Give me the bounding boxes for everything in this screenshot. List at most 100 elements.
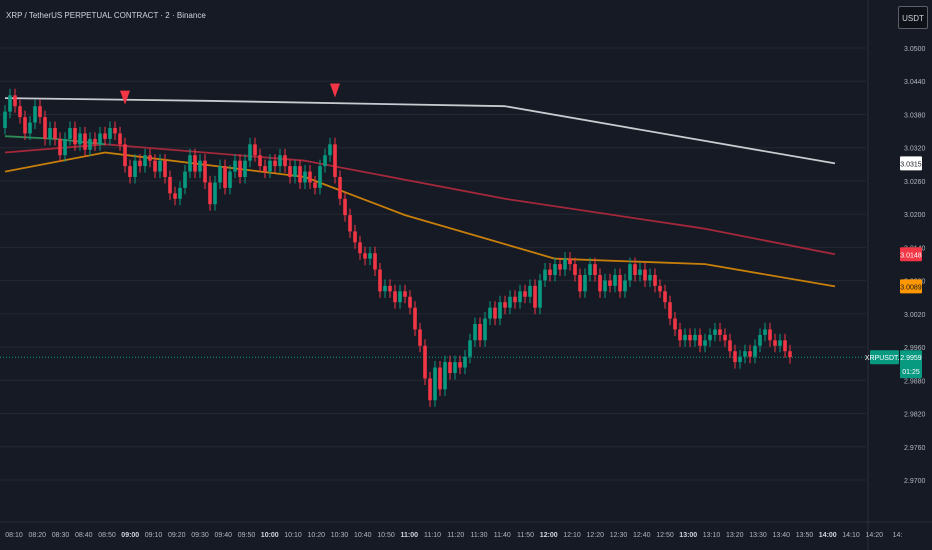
candle-body — [308, 171, 312, 183]
symbol-tag-label: XRPUSDT.P — [865, 355, 905, 362]
candle-body — [568, 258, 572, 265]
y-tick-label: 3.0260 — [904, 179, 926, 186]
candle-body — [468, 340, 472, 357]
candle-body — [303, 171, 307, 183]
symbol-tag — [870, 350, 899, 365]
candle-body — [373, 253, 377, 270]
candle-body — [238, 160, 242, 177]
candle-body — [603, 280, 607, 292]
candle-body — [733, 351, 737, 363]
candle-body — [288, 166, 292, 177]
x-tick-label: 09:40 — [214, 532, 232, 539]
x-tick-label: 12:10 — [563, 532, 581, 539]
candle-body — [528, 285, 532, 297]
y-tick-label: 2.9820 — [904, 412, 926, 419]
moving-average-line — [4, 97, 836, 165]
candle-body — [123, 144, 127, 167]
x-tick-label: 09:50 — [238, 532, 256, 539]
x-tick-label: 10:50 — [377, 532, 395, 539]
candle-body — [128, 166, 132, 177]
candle-body — [508, 296, 512, 308]
candle-body — [193, 155, 197, 172]
candle-body — [208, 182, 212, 205]
candle-body — [458, 362, 462, 368]
candle-body — [673, 318, 677, 330]
x-tick-label: 13:10 — [703, 532, 721, 539]
candle-body — [628, 264, 632, 281]
x-tick-label: 12:00 — [540, 532, 558, 539]
candle-body — [593, 264, 597, 275]
candle-body — [318, 166, 322, 188]
candle-body — [763, 329, 767, 335]
x-tick-label: 10:20 — [307, 532, 325, 539]
candle-body — [533, 285, 537, 308]
candle-body — [413, 307, 417, 330]
candle-body — [418, 329, 422, 346]
price-tag-label: 3.0148 — [900, 252, 922, 259]
candle-body — [108, 128, 112, 139]
candle-body — [103, 133, 107, 139]
candle-body — [223, 166, 227, 188]
candle-body — [58, 138, 62, 156]
candle-body — [263, 166, 267, 172]
chart-title: XRP / TetherUS PERPETUAL CONTRACT · 2 · … — [6, 11, 206, 20]
y-tick-label: 3.0500 — [904, 46, 926, 53]
x-tick-label: 11:30 — [471, 532, 488, 539]
candle-body — [723, 334, 727, 341]
price-axis[interactable]: 3.05003.04403.03803.03203.02603.02003.01… — [904, 46, 926, 485]
candle-body — [718, 329, 722, 335]
candle-body — [18, 106, 22, 118]
x-tick-label: 13:00 — [679, 532, 697, 539]
candle-body — [393, 291, 397, 303]
candle-body — [33, 106, 37, 123]
candle-body — [383, 285, 387, 292]
candle-body — [643, 269, 647, 281]
candle-body — [683, 334, 687, 341]
candle-body — [133, 160, 137, 177]
candle-body — [178, 187, 182, 199]
y-tick-label: 3.0440 — [904, 79, 926, 86]
candle-body — [703, 340, 707, 346]
candle-body — [403, 291, 407, 297]
price-tag-label: 3.0089 — [900, 284, 922, 291]
x-tick-label: 09:00 — [121, 532, 139, 539]
candle-body — [493, 307, 497, 319]
sell-signal-marker — [120, 90, 130, 105]
candle-body — [543, 269, 547, 281]
candle-body — [648, 275, 652, 281]
candle-body — [613, 275, 617, 286]
candle-body — [73, 128, 77, 145]
candle-body — [773, 340, 777, 346]
candle-body — [758, 334, 762, 346]
x-tick-label: 08:40 — [75, 532, 93, 539]
candle-body — [113, 128, 117, 134]
moving-average-line — [4, 151, 836, 288]
candle-body — [13, 95, 17, 107]
candle-body — [398, 291, 402, 303]
candle-body — [368, 253, 372, 259]
x-tick-label: 13:30 — [749, 532, 767, 539]
y-tick-label: 3.0200 — [904, 212, 926, 219]
candle-body — [358, 242, 362, 254]
candle-body — [588, 264, 592, 275]
x-tick-label: 13:50 — [796, 532, 814, 539]
currency-button[interactable]: USDT — [898, 6, 928, 29]
candle-body — [283, 155, 287, 167]
candle-body — [538, 280, 542, 308]
candle-body — [788, 351, 792, 358]
x-tick-label: 10:40 — [354, 532, 372, 539]
y-tick-label: 3.0020 — [904, 312, 926, 319]
candle-body — [713, 329, 717, 335]
y-tick-label: 3.0380 — [904, 112, 926, 119]
candle-body — [243, 160, 247, 177]
candle-body — [183, 171, 187, 188]
time-axis[interactable]: 08:10 08:20 08:30 08:40 08:50 09:00 09:10 09:20… — [5, 532, 902, 539]
candle-body — [323, 155, 327, 167]
candles — [3, 88, 792, 407]
candle-body — [38, 106, 42, 118]
candle-body — [168, 177, 172, 194]
x-tick-label: 09:20 — [168, 532, 186, 539]
candle-body — [248, 144, 252, 161]
